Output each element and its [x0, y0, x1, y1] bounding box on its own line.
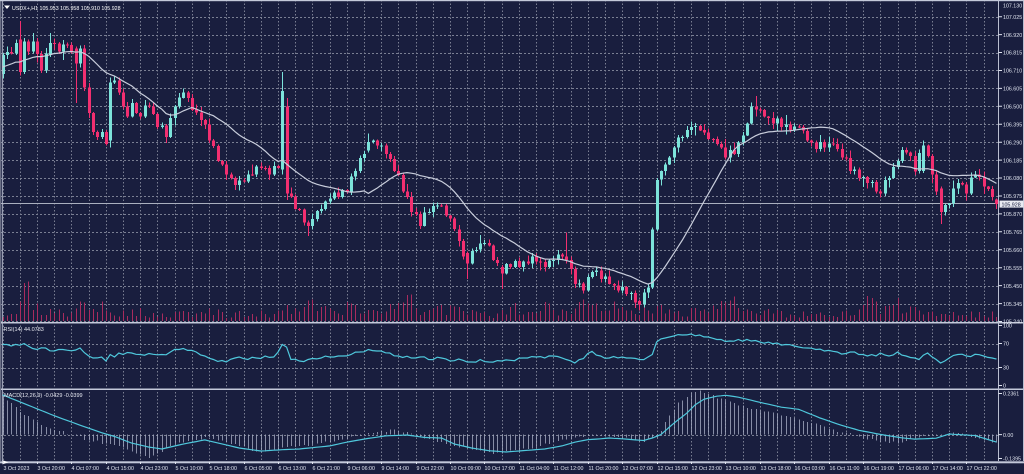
svg-text:70: 70 — [1003, 342, 1009, 348]
svg-text:106.710: 106.710 — [1003, 69, 1022, 75]
svg-text:105.660: 105.660 — [1003, 248, 1022, 254]
svg-text:17 Oct 06:00: 17 Oct 06:00 — [899, 466, 929, 472]
svg-text:12 Oct 15:00: 12 Oct 15:00 — [658, 466, 688, 472]
svg-text:6 Oct 21:00: 6 Oct 21:00 — [313, 466, 340, 472]
svg-text:105.555: 105.555 — [1003, 266, 1022, 272]
svg-text:13 Oct 18:00: 13 Oct 18:00 — [761, 466, 791, 472]
svg-text:106.080: 106.080 — [1003, 176, 1022, 182]
svg-text:105.870: 105.870 — [1003, 212, 1022, 218]
svg-text:106.290: 106.290 — [1003, 140, 1022, 146]
svg-text:12 Oct 23:00: 12 Oct 23:00 — [692, 466, 722, 472]
svg-text:13 Oct 10:00: 13 Oct 10:00 — [726, 466, 756, 472]
svg-text:11 Oct 04:00: 11 Oct 04:00 — [520, 466, 550, 472]
svg-text:106.605: 106.605 — [1003, 87, 1022, 93]
svg-text:105.240: 105.240 — [1003, 320, 1022, 326]
svg-text:5 Oct 18:00: 5 Oct 18:00 — [210, 466, 237, 472]
svg-text:0.00: 0.00 — [1003, 433, 1013, 439]
svg-text:105.765: 105.765 — [1003, 230, 1022, 236]
svg-text:4 Oct 07:00: 4 Oct 07:00 — [72, 466, 99, 472]
svg-text:USDX+,H1 105.953 105.958 105.9: USDX+,H1 105.953 105.958 105.910 105.928 — [12, 6, 121, 12]
svg-text:17 Oct 22:00: 17 Oct 22:00 — [967, 466, 997, 472]
svg-text:16 Oct 11:00: 16 Oct 11:00 — [830, 466, 860, 472]
svg-text:11 Oct 20:00: 11 Oct 20:00 — [589, 466, 619, 472]
svg-text:-0.1395: -0.1395 — [1003, 457, 1021, 463]
svg-text:106.185: 106.185 — [1003, 158, 1022, 164]
svg-text:17 Oct 14:00: 17 Oct 14:00 — [933, 466, 963, 472]
svg-text:10 Oct 09:00: 10 Oct 09:00 — [451, 466, 481, 472]
svg-text:5 Oct 10:00: 5 Oct 10:00 — [176, 466, 203, 472]
svg-text:105.450: 105.450 — [1003, 284, 1022, 290]
svg-text:105.928: 105.928 — [1002, 202, 1021, 208]
svg-text:12 Oct 07:00: 12 Oct 07:00 — [623, 466, 653, 472]
svg-text:106.395: 106.395 — [1003, 123, 1022, 129]
svg-text:9 Oct 22:00: 9 Oct 22:00 — [417, 466, 444, 472]
svg-text:3 Oct 2023: 3 Oct 2023 — [4, 466, 30, 472]
svg-text:106.920: 106.920 — [1003, 33, 1022, 39]
svg-text:9 Oct 14:00: 9 Oct 14:00 — [382, 466, 409, 472]
svg-text:MACD(12,26,9) -0.0429 -0.0399: MACD(12,26,9) -0.0429 -0.0399 — [4, 393, 83, 399]
svg-text:10 Oct 17:00: 10 Oct 17:00 — [485, 466, 515, 472]
svg-text:6 Oct 13:00: 6 Oct 13:00 — [279, 466, 306, 472]
svg-text:105.345: 105.345 — [1003, 302, 1022, 308]
svg-text:4 Oct 15:00: 4 Oct 15:00 — [107, 466, 134, 472]
svg-text:107.130: 107.130 — [1003, 4, 1022, 10]
svg-text:100: 100 — [1003, 324, 1012, 330]
svg-text:105.975: 105.975 — [1003, 194, 1022, 200]
svg-text:16 Oct 03:00: 16 Oct 03:00 — [795, 466, 825, 472]
svg-text:0.2361: 0.2361 — [1003, 392, 1019, 398]
svg-text:16 Oct 19:00: 16 Oct 19:00 — [864, 466, 894, 472]
svg-text:4 Oct 23:00: 4 Oct 23:00 — [141, 466, 168, 472]
svg-text:6 Oct 05:00: 6 Oct 05:00 — [245, 466, 272, 472]
svg-text:106.500: 106.500 — [1003, 105, 1022, 111]
svg-text:0: 0 — [1003, 384, 1006, 390]
svg-text:11 Oct 12:00: 11 Oct 12:00 — [554, 466, 584, 472]
svg-text:30: 30 — [1003, 366, 1009, 372]
svg-text:RSI(14) 44.0783: RSI(14) 44.0783 — [4, 327, 44, 333]
svg-text:9 Oct 06:00: 9 Oct 06:00 — [348, 466, 375, 472]
svg-text:107.025: 107.025 — [1003, 15, 1022, 21]
svg-text:106.815: 106.815 — [1003, 51, 1022, 57]
svg-text:3 Oct 20:00: 3 Oct 20:00 — [38, 466, 65, 472]
